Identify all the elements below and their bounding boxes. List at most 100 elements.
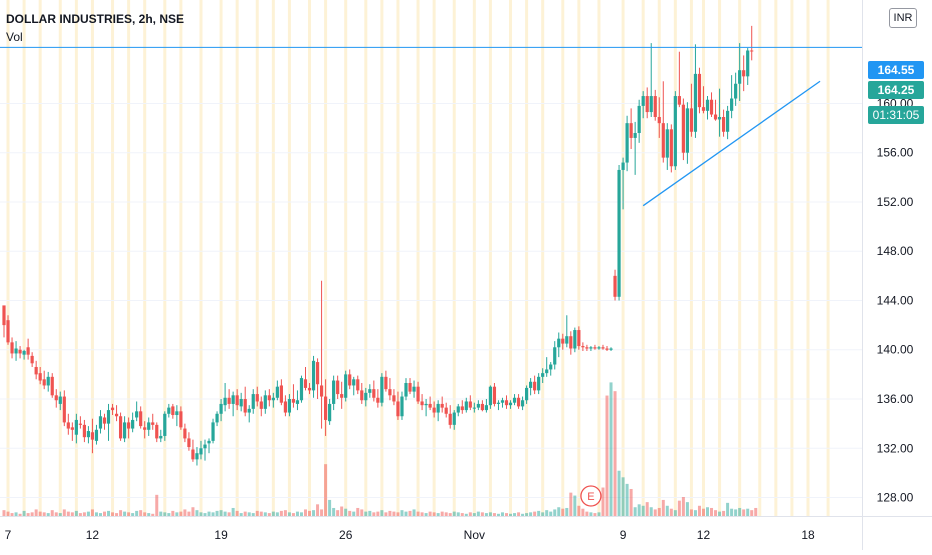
volume-bar bbox=[589, 512, 593, 516]
candle-body bbox=[717, 116, 722, 120]
volume-bar bbox=[207, 511, 211, 516]
volume-bar bbox=[155, 494, 159, 516]
candle-body bbox=[54, 395, 58, 401]
candle-body bbox=[328, 403, 332, 422]
candle-body bbox=[110, 407, 115, 411]
candle-body bbox=[62, 396, 66, 423]
candle-body bbox=[279, 385, 283, 403]
volume-bar bbox=[685, 502, 689, 516]
candle-body bbox=[448, 413, 452, 425]
candle-body bbox=[315, 362, 320, 385]
volume-bar bbox=[360, 509, 364, 516]
volume-bar bbox=[408, 510, 412, 516]
volume-bar bbox=[163, 512, 167, 516]
candle-body bbox=[388, 389, 392, 396]
volume-bar bbox=[320, 509, 324, 516]
candle-body bbox=[520, 400, 525, 407]
candle-body bbox=[633, 133, 637, 138]
candle-body bbox=[573, 330, 577, 349]
volume-bar bbox=[730, 508, 734, 516]
candle-body bbox=[118, 416, 123, 439]
candle-body bbox=[456, 406, 460, 413]
candle-body bbox=[376, 397, 380, 403]
candle-body bbox=[529, 381, 533, 388]
candle-body bbox=[291, 399, 296, 403]
candle-body bbox=[295, 400, 300, 404]
volume-bar bbox=[513, 513, 517, 516]
candle-body bbox=[66, 422, 70, 429]
volume-bar bbox=[235, 510, 239, 516]
candle-body bbox=[183, 428, 187, 439]
candle-body bbox=[203, 444, 207, 449]
candle-body bbox=[669, 129, 673, 167]
volume-bar bbox=[710, 507, 714, 516]
candle-body bbox=[26, 347, 30, 355]
candle-body bbox=[10, 342, 14, 354]
candle-body bbox=[721, 116, 726, 132]
volume-bar bbox=[645, 502, 649, 516]
candle-body bbox=[440, 403, 444, 408]
volume-bar bbox=[372, 512, 376, 516]
volume-bar bbox=[553, 509, 557, 516]
session-band bbox=[364, 0, 368, 516]
candle-body bbox=[492, 386, 497, 404]
price-tick-label: 140.00 bbox=[877, 343, 914, 357]
candle-body bbox=[713, 114, 718, 120]
candle-body bbox=[384, 376, 388, 390]
candle-body bbox=[78, 423, 82, 425]
volume-bar bbox=[621, 477, 625, 516]
candle-body bbox=[372, 389, 376, 398]
volume-indicator-label[interactable]: Vol bbox=[6, 30, 23, 44]
volume-bar bbox=[295, 511, 299, 516]
price-tick-label: 152.00 bbox=[877, 195, 914, 209]
session-band bbox=[561, 0, 565, 516]
candle-body bbox=[561, 338, 565, 344]
candle-body bbox=[392, 395, 396, 402]
volume-bar bbox=[565, 507, 569, 516]
candle-body bbox=[738, 70, 742, 84]
volume-bar bbox=[380, 510, 384, 516]
volume-bar bbox=[143, 512, 147, 516]
volume-bar bbox=[90, 509, 94, 516]
volume-bar bbox=[573, 495, 577, 516]
candle-body bbox=[428, 403, 432, 408]
volume-bar bbox=[681, 497, 685, 516]
session-band bbox=[525, 0, 529, 516]
volume-bar bbox=[609, 382, 613, 516]
time-tick-label: 19 bbox=[214, 528, 228, 542]
candle-body bbox=[436, 403, 440, 413]
candle-body bbox=[211, 422, 215, 441]
candle-body bbox=[243, 399, 247, 413]
session-band bbox=[163, 0, 167, 516]
time-tick-label: Nov bbox=[464, 528, 485, 542]
volume-bar bbox=[336, 510, 340, 516]
volume-bar bbox=[18, 513, 22, 516]
volume-bar bbox=[54, 512, 58, 516]
candle-body bbox=[645, 96, 649, 113]
earnings-marker bbox=[580, 485, 602, 507]
volume-bar bbox=[30, 512, 34, 516]
volume-bar bbox=[38, 511, 42, 516]
volume-bar bbox=[746, 508, 750, 516]
volume-bar bbox=[464, 513, 468, 516]
candle-body bbox=[223, 397, 227, 406]
candle-body bbox=[545, 369, 549, 374]
volume-bar bbox=[78, 513, 82, 516]
volume-bar bbox=[171, 510, 175, 516]
volume-bar bbox=[123, 511, 127, 516]
candle-body bbox=[705, 99, 710, 111]
volume-bar bbox=[468, 512, 472, 516]
volume-bar bbox=[649, 507, 653, 516]
candle-body bbox=[159, 435, 163, 439]
candle-body bbox=[82, 424, 86, 438]
volume-bar bbox=[400, 510, 404, 516]
volume-bar bbox=[159, 511, 163, 516]
last-price-label: 164.55 bbox=[868, 61, 924, 79]
volume-bar bbox=[533, 511, 537, 516]
session-band bbox=[6, 0, 10, 516]
currency-badge[interactable]: INR bbox=[889, 8, 917, 28]
symbol-title[interactable]: DOLLAR INDUSTRIES, 2h, NSE bbox=[6, 12, 185, 26]
volume-bar bbox=[259, 511, 263, 516]
